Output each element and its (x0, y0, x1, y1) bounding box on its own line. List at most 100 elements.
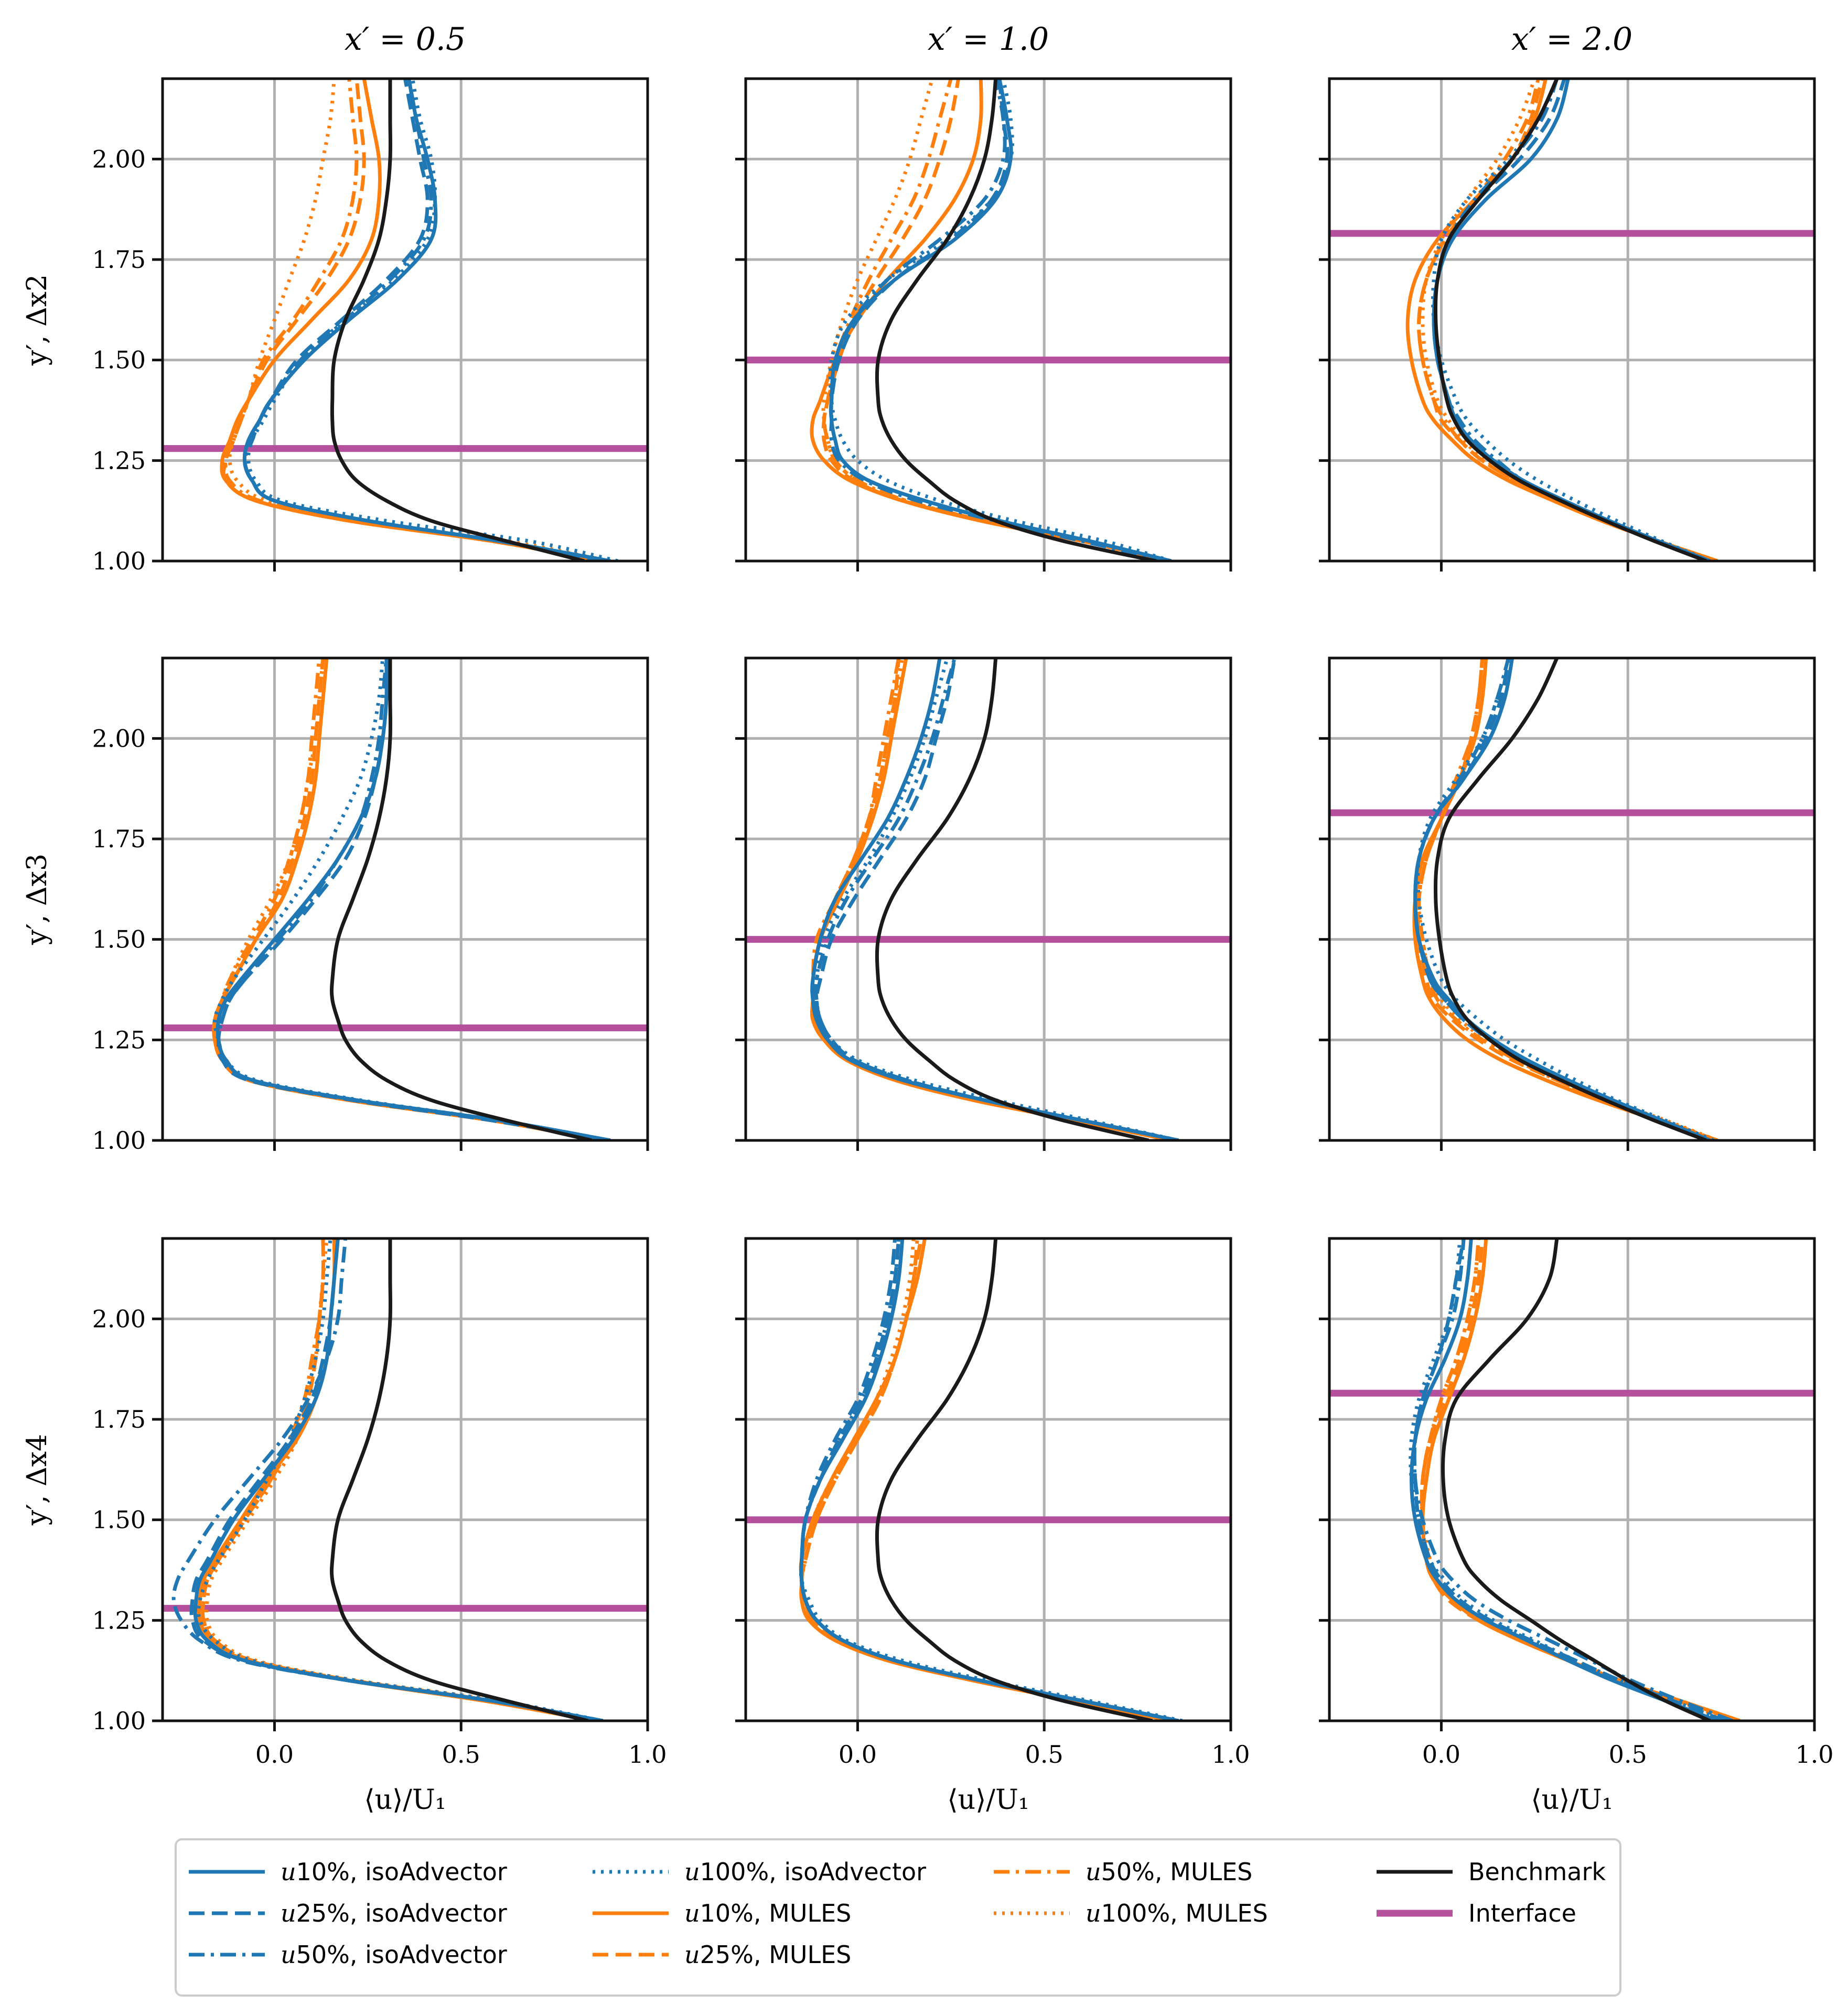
series-line-3 (246, 79, 618, 561)
benchmark-line (1441, 1238, 1711, 1721)
series-line-6 (223, 79, 604, 561)
series-line-4 (810, 79, 1172, 561)
series-line-4 (1412, 658, 1718, 1140)
axes-frame (1328, 77, 1816, 563)
legend-var: u (684, 1941, 700, 1969)
series-line-0 (193, 1238, 604, 1721)
plot-area (1329, 1238, 1814, 1721)
legend-var: u (684, 1899, 700, 1927)
series-line-1 (216, 658, 611, 1140)
y-tick-label: 1.50 (92, 1506, 146, 1534)
x-tick-label: 0.5 (442, 1740, 480, 1769)
legend-item-6: u50%, MULES (994, 1858, 1252, 1886)
legend-var: u (1086, 1858, 1101, 1886)
legend-item-9: Interface (1377, 1899, 1576, 1927)
legend-method: , MULES (1170, 1899, 1268, 1927)
legend-method: , isoAdvector (769, 1858, 926, 1886)
series-line-6 (212, 658, 604, 1140)
y-tick-label: 1.00 (92, 1126, 146, 1155)
legend-item-4: u10%, MULES (593, 1899, 851, 1927)
x-axis-label: ⟨u⟩/U₁ (364, 1784, 446, 1816)
series-line-0 (1410, 1238, 1718, 1721)
panels-group: x′ = 0.5 x′ = 1.0 x′ = 2.0 y′, Δx2 y′, Δx3 y′… (22, 21, 1834, 1816)
legend-box (175, 1838, 1621, 1997)
legend-item-1: u25%, isoAdvector (189, 1899, 507, 1927)
legend-var: u (1086, 1899, 1101, 1927)
legend-var: u (281, 1899, 296, 1927)
x-tick-label: 1.0 (1795, 1740, 1833, 1769)
legend-item-5: u25%, MULES (593, 1941, 851, 1969)
legend-method: , isoAdvector (350, 1858, 507, 1886)
legend-label: u100%, isoAdvector (684, 1858, 926, 1886)
series-line-1 (1432, 79, 1711, 561)
panel-r2-c1: 0.0 0.5 1.0 ⟨u⟩/U₁ (735, 1237, 1250, 1816)
legend-label: u25%, MULES (684, 1941, 851, 1969)
plot-area (746, 658, 1231, 1140)
series-line-2 (829, 79, 1168, 561)
axes-frame (161, 656, 649, 1142)
series-line-5 (821, 79, 1172, 561)
series-line-0 (1413, 658, 1711, 1140)
benchmark-line (1434, 79, 1707, 561)
benchmark-line (330, 79, 585, 561)
y-tick-label: 2.00 (92, 1305, 146, 1333)
legend-item-2: u50%, isoAdvector (189, 1941, 507, 1969)
legend-var: u (281, 1941, 296, 1969)
axes-frame (1328, 656, 1816, 1142)
legend-label: u50%, isoAdvector (281, 1941, 507, 1969)
legend-var: u (281, 1858, 296, 1886)
legend-pct: 100% (1101, 1899, 1170, 1927)
series-line-0 (810, 658, 1179, 1140)
series-line-0 (216, 658, 611, 1140)
benchmark-line (875, 658, 1149, 1140)
y-tick-label: 1.75 (92, 1405, 146, 1433)
series-line-2 (217, 658, 611, 1140)
legend-var: u (684, 1858, 700, 1886)
legend-pct: 10% (296, 1858, 350, 1886)
legend-method: , MULES (754, 1899, 852, 1927)
series-line-1 (799, 1238, 1179, 1721)
x-tick-label: 1.0 (1211, 1740, 1250, 1769)
legend-pct: 25% (296, 1899, 350, 1927)
series-line-1 (1413, 658, 1711, 1140)
row-ylabel-2: y′, Δx4 (22, 1434, 53, 1526)
y-tick-label: 1.50 (92, 925, 146, 954)
y-tick-label: 1.50 (92, 346, 146, 374)
benchmark-line (329, 658, 593, 1140)
series-line-3 (1416, 658, 1715, 1140)
series-line-6 (822, 79, 1172, 561)
series-line-7 (1421, 79, 1715, 561)
x-tick-label: 0.0 (1422, 1740, 1460, 1769)
y-tick-label: 2.00 (92, 724, 146, 752)
panel-r2-c0: 1.00 1.25 1.50 1.75 2.00 0.0 0.5 1.0 ⟨u⟩/U₁ (92, 1237, 667, 1816)
plot-area (746, 79, 1231, 561)
legend-item-8: Benchmark (1377, 1858, 1606, 1886)
x-axis-label: ⟨u⟩/U₁ (1531, 1784, 1613, 1816)
y-tick-label: 1.00 (92, 547, 146, 575)
legend-pct: 50% (1101, 1858, 1155, 1886)
y-tick-label: 1.25 (92, 446, 146, 475)
panel-r2-c2: 0.0 0.5 1.0 ⟨u⟩/U₁ (1319, 1237, 1834, 1816)
legend-method: , isoAdvector (350, 1899, 507, 1927)
panel-r0-c0: 1.00 1.25 1.50 1.75 2.00 (92, 77, 649, 575)
panel-r1-c1 (735, 656, 1232, 1151)
benchmark-line (875, 79, 1157, 561)
benchmark-line (875, 1238, 1153, 1721)
plot-area (163, 658, 648, 1140)
plot-area (1329, 79, 1814, 561)
column-title-0: x′ = 0.5 (345, 21, 466, 58)
legend-item-0: u10%, isoAdvector (189, 1858, 507, 1886)
plot-area (746, 1238, 1231, 1721)
axes-frame (161, 1237, 649, 1722)
legend-label: u25%, isoAdvector (281, 1899, 507, 1927)
legend-label: u10%, MULES (684, 1899, 851, 1927)
y-tick-label: 1.75 (92, 245, 146, 274)
legend-item-7: u100%, MULES (994, 1899, 1268, 1927)
series-line-6 (1417, 658, 1718, 1140)
panel-r0-c1 (735, 77, 1232, 572)
panel-r0-c2 (1319, 77, 1816, 572)
series-line-0 (242, 79, 611, 561)
series-line-1 (829, 79, 1172, 561)
legend-item-3: u100%, isoAdvector (593, 1858, 926, 1886)
series-line-4 (220, 79, 604, 561)
